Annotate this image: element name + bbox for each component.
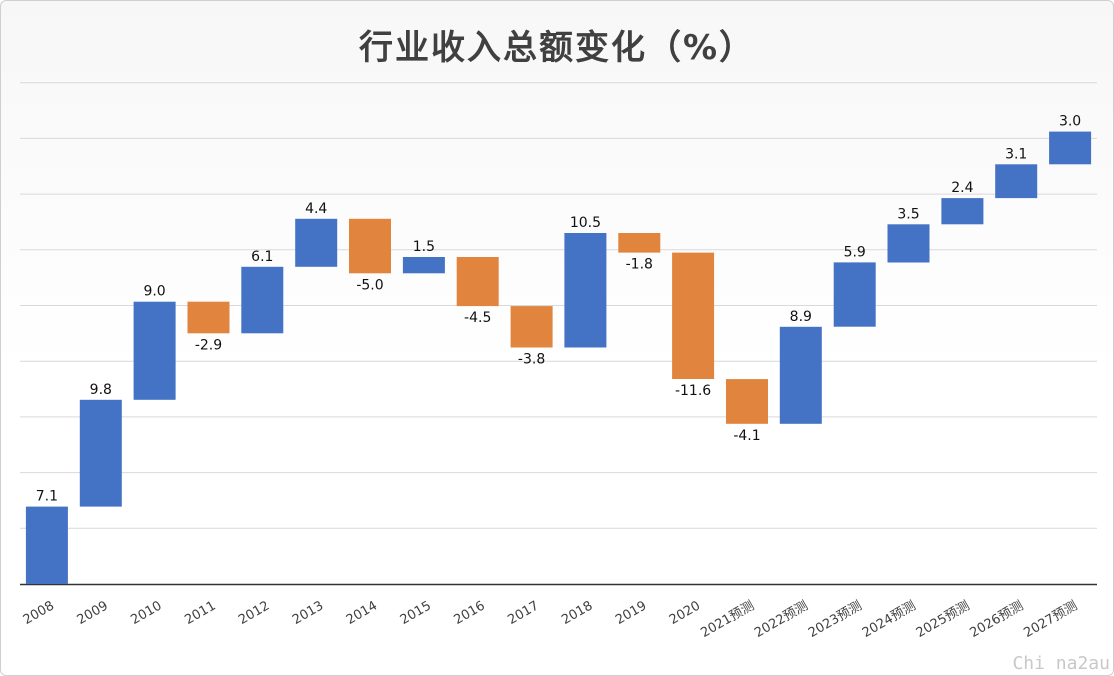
bar-2016	[456, 257, 499, 307]
data-label-2019: -1.8	[626, 257, 653, 273]
bar-2008	[25, 506, 68, 584]
data-label-2021预测: -4.1	[733, 428, 760, 444]
data-label-2013: 4.4	[305, 201, 327, 217]
data-label-2024预测: 3.5	[897, 206, 919, 222]
bar-2009	[79, 399, 122, 507]
bar-2022预测	[779, 326, 822, 424]
bar-2012	[241, 266, 284, 334]
x-tick-2015: 2015	[398, 598, 434, 628]
data-label-2008: 7.1	[36, 489, 58, 505]
x-tick-2020: 2020	[667, 598, 703, 628]
x-tick-2019: 2019	[613, 598, 649, 628]
bar-2014	[349, 218, 391, 274]
data-label-2026预测: 3.1	[1005, 146, 1027, 162]
bar-2015	[402, 257, 445, 274]
x-tick-2009: 2009	[75, 598, 111, 628]
x-tick-2024预测: 2024预测	[860, 598, 919, 641]
bar-2020	[672, 252, 715, 379]
data-label-2027预测: 3.0	[1059, 114, 1081, 130]
x-tick-2012: 2012	[236, 598, 272, 628]
x-tick-2010: 2010	[128, 598, 164, 628]
x-tick-2027预测: 2027预测	[1021, 598, 1080, 641]
bar-2019	[618, 233, 661, 253]
data-label-2025预测: 2.4	[951, 180, 973, 196]
bar-2021预测	[726, 379, 768, 424]
bars	[25, 131, 1092, 584]
data-label-2012: 6.1	[251, 249, 273, 265]
bar-2010	[133, 301, 176, 400]
bar-2025预测	[941, 198, 984, 225]
x-tick-2023预测: 2023预测	[806, 598, 865, 641]
data-label-2018: 10.5	[570, 215, 601, 231]
data-label-2022预测: 8.9	[790, 309, 812, 325]
x-tick-2011: 2011	[182, 598, 218, 628]
x-tick-2017: 2017	[505, 598, 541, 628]
bar-2024预测	[887, 224, 930, 263]
chart-title: 行业收入总额变化（%）	[358, 28, 756, 68]
bar-2011	[187, 301, 230, 334]
data-label-2010: 9.0	[143, 284, 165, 300]
data-label-2011: -2.9	[195, 337, 222, 353]
x-tick-2014: 2014	[344, 598, 380, 628]
bar-2023预测	[833, 262, 876, 327]
data-label-2017: -3.8	[518, 352, 545, 368]
x-tick-2018: 2018	[559, 598, 595, 628]
bar-2017	[510, 306, 553, 348]
x-tick-2022预测: 2022预测	[752, 598, 811, 641]
watermark: Chi na2au	[1012, 653, 1110, 674]
x-tick-2013: 2013	[290, 598, 326, 628]
bar-2013	[295, 218, 338, 267]
gridlines	[20, 82, 1097, 586]
data-label-2023预测: 5.9	[844, 244, 866, 260]
data-label-2020: -11.6	[675, 383, 711, 399]
x-tick-labels: 2008 2009 2010 2011 2012 2013 2014 2015 2016 2017…	[21, 598, 1080, 641]
bar-2018	[564, 233, 607, 348]
data-label-2009: 9.8	[90, 382, 112, 398]
data-label-2014: -5.0	[356, 277, 383, 293]
x-tick-2021预测: 2021预测	[698, 598, 757, 641]
data-label-2015: 1.5	[413, 239, 435, 255]
data-label-2016: -4.5	[464, 310, 491, 326]
bar-2027预测	[1049, 131, 1092, 165]
x-tick-2016: 2016	[452, 598, 488, 628]
x-tick-2008: 2008	[21, 598, 57, 628]
bar-2026预测	[995, 164, 1038, 199]
x-tick-2025预测: 2025预测	[914, 598, 973, 641]
x-tick-2026预测: 2026预测	[968, 598, 1027, 641]
data-labels: 7.1 9.8 9.0 -2.9 6.1 4.4 -5.0 1.5 -4.5 -3.8 10.5 -1…	[36, 114, 1081, 505]
